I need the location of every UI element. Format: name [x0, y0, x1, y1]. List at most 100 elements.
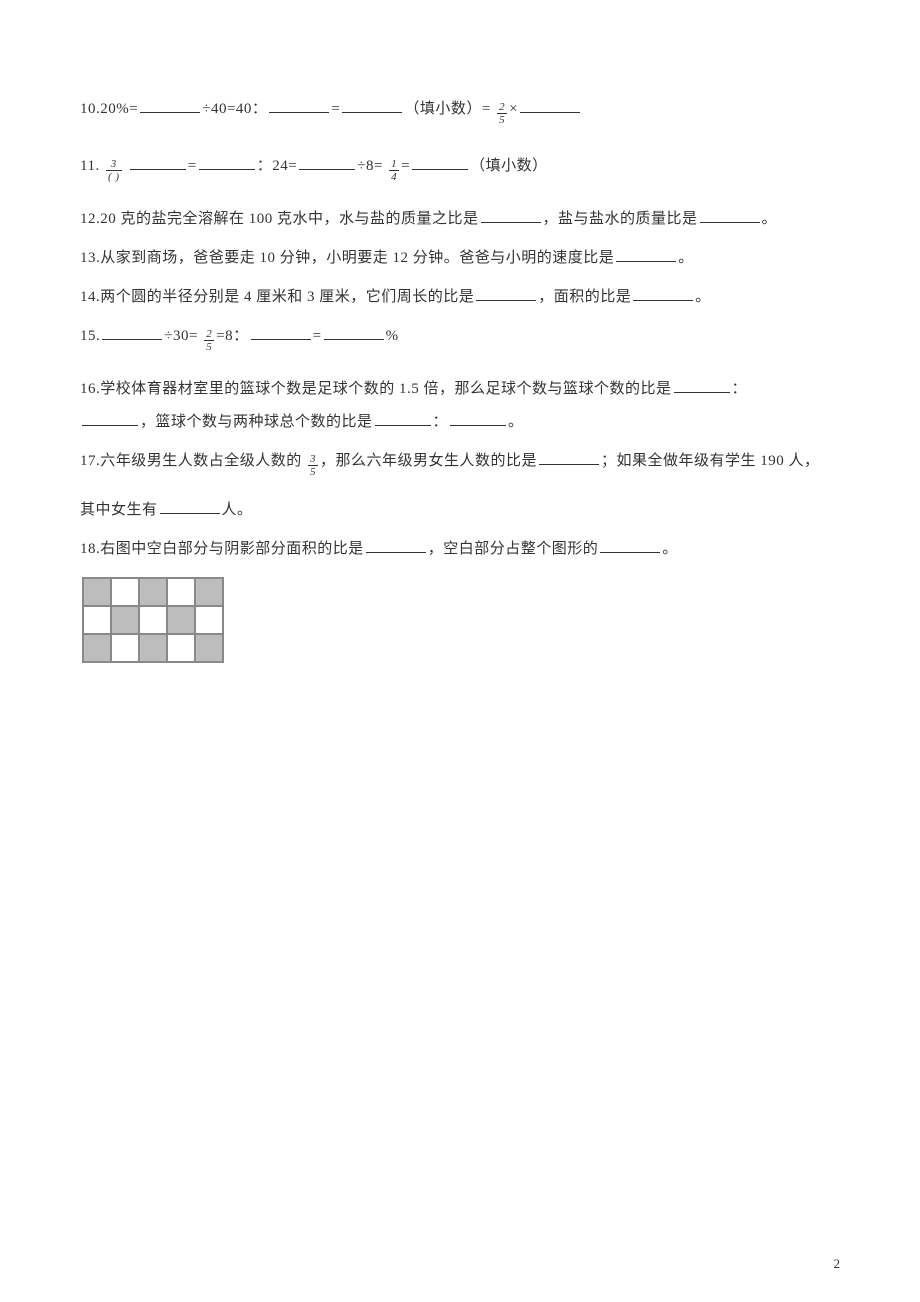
q12-a: 20 克的盐完全溶解在 100 克水中，水与盐的质量之比是	[100, 211, 478, 227]
grid-cell	[83, 606, 111, 634]
frac-num: 2	[204, 328, 214, 341]
q10-lead: 20%=	[100, 101, 138, 117]
grid-cell	[139, 578, 167, 606]
q12-b: ，盐与盐水的质量比是	[543, 211, 698, 227]
question-10: 10.20%=÷40=40：=（填小数）= 25×	[80, 90, 840, 129]
q10-paren: （填小数）=	[404, 101, 495, 117]
q11-paren: （填小数）	[470, 158, 548, 174]
frac-den: ( )	[106, 171, 122, 183]
q10-times: ×	[509, 101, 518, 117]
blank	[82, 410, 138, 426]
grid-cell	[195, 578, 223, 606]
q15-a: ÷30=	[164, 328, 198, 344]
q13-period: 。	[678, 250, 694, 266]
frac-num: 1	[389, 158, 399, 171]
grid-cell	[139, 634, 167, 662]
question-13: 13.从家到商场，爸爸要走 10 分钟，小明要走 12 分钟。爸爸与小明的速度比…	[80, 239, 840, 278]
q17-a: 六年级男生人数占全级人数的	[100, 453, 302, 469]
q14-period: 。	[695, 289, 711, 305]
q11-colon24: ：24=	[257, 158, 297, 174]
blank	[520, 97, 580, 113]
q15-b: =8：	[216, 328, 248, 344]
blank	[251, 324, 311, 340]
q17-c: ；如果全做年级有学生 190 人，	[601, 453, 820, 469]
frac-num: 3	[106, 158, 122, 171]
blank	[299, 154, 355, 170]
blank	[674, 377, 730, 393]
blank	[633, 285, 693, 301]
blank	[140, 97, 200, 113]
frac-num: 2	[497, 101, 507, 114]
page-number: 2	[834, 1256, 841, 1272]
grid-cell	[167, 634, 195, 662]
q13-a: 从家到商场，爸爸要走 10 分钟，小明要走 12 分钟。爸爸与小明的速度比是	[100, 250, 614, 266]
grid-cell	[111, 578, 139, 606]
blank	[412, 154, 468, 170]
q18-period: 。	[662, 541, 678, 557]
grid-cell	[167, 606, 195, 634]
q18-figure	[82, 577, 840, 663]
q10-mid1: ÷40=40：	[202, 101, 267, 117]
q13-number: 13.	[80, 250, 100, 266]
blank	[481, 207, 541, 223]
question-11: 11. 3( ) =：24=÷8= 14=（填小数）	[80, 147, 840, 186]
fraction-2-5: 25	[497, 101, 507, 126]
q17-b: ，那么六年级男女生人数的比是	[320, 453, 537, 469]
q15-c: =	[313, 328, 322, 344]
blank	[539, 449, 599, 465]
q11-eq1: =	[188, 158, 197, 174]
question-12: 12.20 克的盐完全溶解在 100 克水中，水与盐的质量之比是 ，盐与盐水的质量…	[80, 200, 840, 239]
question-18: 18.右图中空白部分与阴影部分面积的比是，空白部分占整个图形的。	[80, 530, 840, 569]
blank	[450, 410, 506, 426]
q18-number: 18.	[80, 541, 100, 557]
grid-cell	[195, 634, 223, 662]
frac-den: 4	[389, 171, 399, 183]
q16-a: 学校体育器材室里的篮球个数是足球个数的 1.5 倍，那么足球个数与篮球个数的比是	[100, 381, 671, 397]
q16-number: 16.	[80, 381, 100, 397]
fraction-2-5: 25	[204, 328, 214, 353]
q15-d: %	[386, 328, 399, 344]
grid-cell	[83, 578, 111, 606]
q17-d: 其中女生有	[80, 502, 158, 518]
q12-number: 12.	[80, 211, 100, 227]
q14-number: 14.	[80, 289, 100, 305]
q16-period: 。	[508, 414, 524, 430]
blank	[476, 285, 536, 301]
blank	[700, 207, 760, 223]
blank	[342, 97, 402, 113]
blank	[102, 324, 162, 340]
grid-cell	[111, 606, 139, 634]
q18-grid	[82, 577, 224, 663]
blank	[160, 498, 220, 514]
frac-den: 5	[308, 466, 318, 478]
grid-cell	[139, 606, 167, 634]
q11-div8: ÷8=	[357, 158, 383, 174]
blank	[366, 537, 426, 553]
blank	[375, 410, 431, 426]
question-17-cont: 其中女生有 人。	[80, 491, 840, 530]
q14-b: ，面积的比是	[538, 289, 631, 305]
q16-b: ，篮球个数与两种球总个数的比是	[140, 414, 373, 430]
blank	[269, 97, 329, 113]
grid-cell	[167, 578, 195, 606]
blank	[130, 154, 186, 170]
grid-cell	[83, 634, 111, 662]
q17-e: 人。	[222, 502, 253, 518]
frac-den: 5	[204, 341, 214, 353]
fraction-1-4: 14	[389, 158, 399, 183]
q11-number: 11.	[80, 158, 100, 174]
blank	[616, 246, 676, 262]
q14-a: 两个圆的半径分别是 4 厘米和 3 厘米，它们周长的比是	[100, 289, 474, 305]
fraction-3-paren: 3( )	[106, 158, 122, 183]
blank	[600, 537, 660, 553]
q17-number: 17.	[80, 453, 100, 469]
grid-cell	[111, 634, 139, 662]
q16-colon: ：	[732, 381, 748, 397]
q16-colon2: ：	[433, 414, 449, 430]
q12-period: 。	[762, 211, 778, 227]
page: 10.20%=÷40=40：=（填小数）= 25× 11. 3( ) =：24=…	[0, 0, 920, 1302]
q15-number: 15.	[80, 328, 100, 344]
blank	[324, 324, 384, 340]
q18-a: 右图中空白部分与阴影部分面积的比是	[100, 541, 364, 557]
frac-num: 3	[308, 453, 318, 466]
